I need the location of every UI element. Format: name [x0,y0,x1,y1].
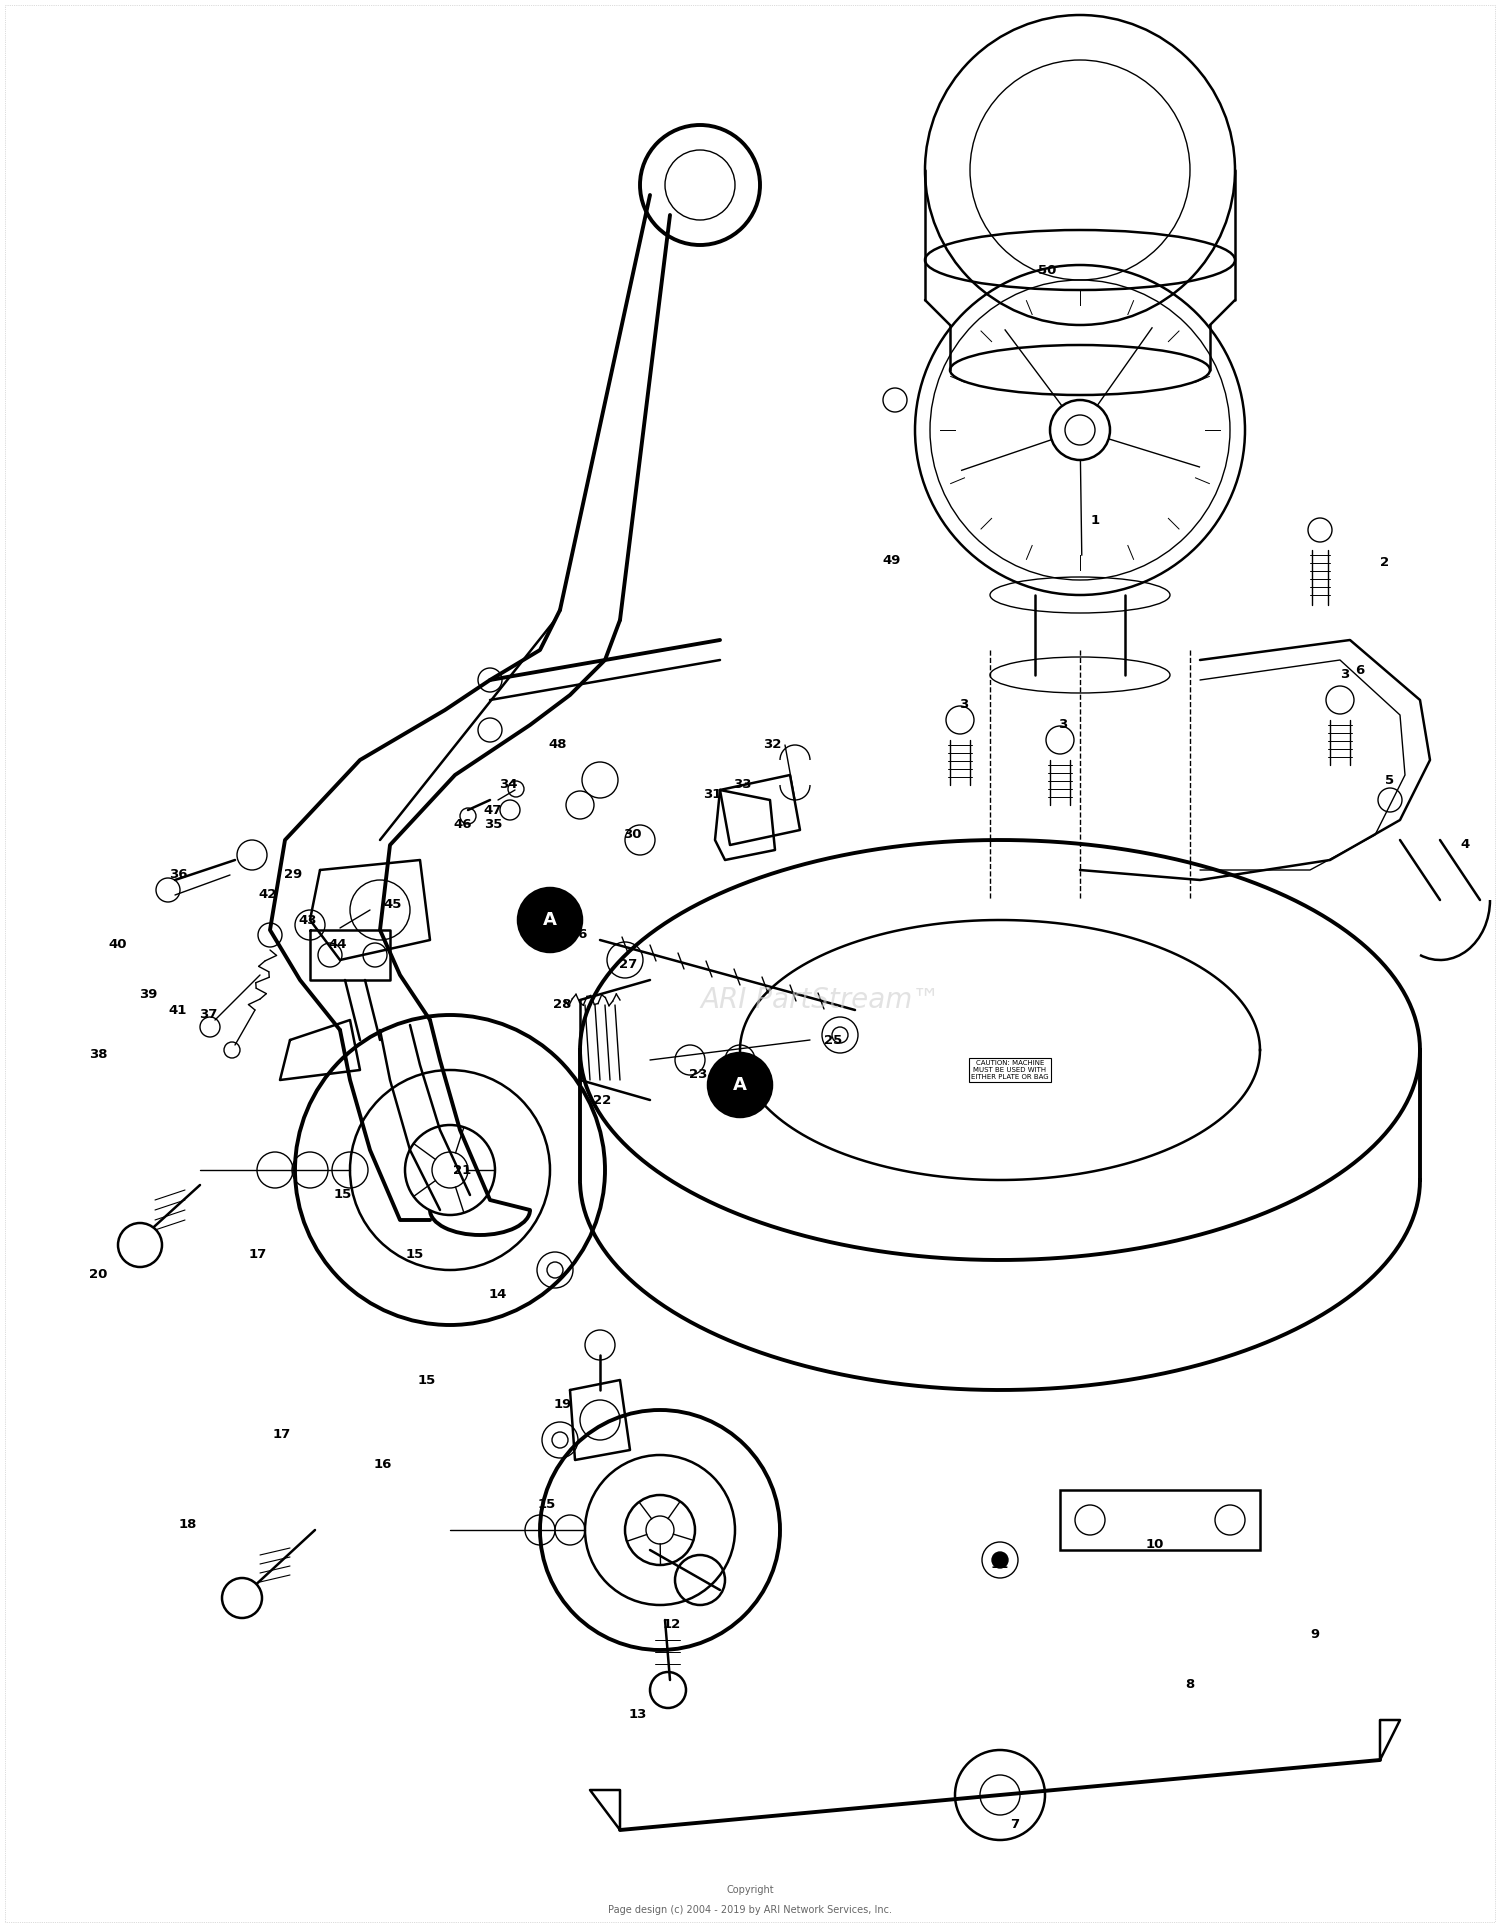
Text: 35: 35 [484,819,502,831]
Text: 19: 19 [554,1399,572,1411]
Text: 38: 38 [88,1048,108,1062]
Text: 24: 24 [744,1058,762,1071]
Text: 48: 48 [549,738,567,752]
Text: 17: 17 [249,1249,267,1262]
Text: 3: 3 [1341,669,1350,682]
Text: 11: 11 [992,1559,1010,1572]
Text: Page design (c) 2004 - 2019 by ARI Network Services, Inc.: Page design (c) 2004 - 2019 by ARI Netwo… [608,1906,892,1915]
Text: CAUTION: MACHINE
MUST BE USED WITH
EITHER PLATE OR BAG: CAUTION: MACHINE MUST BE USED WITH EITHE… [970,1060,1048,1079]
Text: 15: 15 [419,1374,436,1387]
Text: 18: 18 [178,1518,196,1532]
Text: Copyright: Copyright [726,1885,774,1894]
Text: 44: 44 [328,938,346,952]
Text: 9: 9 [1311,1628,1320,1642]
Text: 29: 29 [284,869,302,881]
Text: 15: 15 [334,1189,352,1202]
Text: 15: 15 [538,1499,556,1511]
Text: 49: 49 [884,553,902,567]
Text: A: A [543,911,556,929]
Text: 16: 16 [374,1459,392,1472]
Text: 17: 17 [273,1428,291,1441]
Text: 41: 41 [170,1004,188,1017]
Text: A: A [734,1075,747,1095]
Text: 30: 30 [622,829,642,842]
Text: 3: 3 [1059,719,1068,732]
Circle shape [118,1224,162,1266]
Text: 31: 31 [704,788,722,802]
Circle shape [518,888,582,952]
Text: 22: 22 [592,1093,610,1106]
Circle shape [992,1551,1008,1569]
Bar [1060,1490,1260,1549]
Text: 8: 8 [1185,1678,1194,1692]
Text: 13: 13 [628,1709,646,1721]
Circle shape [222,1578,262,1619]
Text: 15: 15 [406,1249,424,1262]
Text: 3: 3 [960,698,969,711]
Text: 39: 39 [140,989,158,1002]
Text: 42: 42 [260,888,278,902]
Text: 6: 6 [1356,663,1365,676]
Text: 37: 37 [200,1008,217,1021]
Text: 25: 25 [824,1033,842,1046]
Text: 27: 27 [620,958,638,971]
Text: 4: 4 [1461,838,1470,852]
Text: 47: 47 [484,804,502,817]
Text: 2: 2 [1380,555,1389,568]
Text: 43: 43 [298,913,318,927]
Text: 20: 20 [88,1268,106,1281]
Text: 28: 28 [554,998,572,1012]
Text: 21: 21 [453,1164,471,1177]
Text: 23: 23 [688,1068,706,1081]
Text: 40: 40 [108,938,128,952]
Text: ARI PartStream™: ARI PartStream™ [700,987,940,1014]
Text: 26: 26 [568,929,586,942]
Text: 5: 5 [1386,773,1395,786]
Text: 45: 45 [384,898,402,911]
Text: 36: 36 [168,869,188,881]
Text: 7: 7 [1011,1819,1020,1831]
Text: 1: 1 [1090,513,1100,526]
Text: 10: 10 [1146,1538,1164,1551]
Circle shape [708,1052,772,1118]
Text: 34: 34 [498,779,517,792]
Text: 33: 33 [732,779,752,792]
Text: 14: 14 [489,1289,507,1301]
Text: 32: 32 [764,738,782,752]
Text: 46: 46 [453,819,472,831]
Text: 50: 50 [1038,264,1056,276]
Text: 12: 12 [663,1619,681,1632]
